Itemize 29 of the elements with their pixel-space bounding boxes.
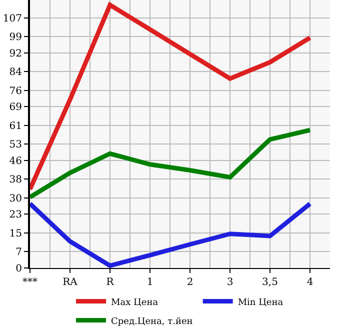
legend-label: Сред.Цена, т.йен <box>111 316 193 327</box>
x-tick-label: 3,5 <box>262 277 278 288</box>
x-tick-label: 1 <box>146 277 154 288</box>
line-series <box>30 128 312 200</box>
legend-label: Min Цена <box>238 298 284 308</box>
x-tick-label: 2 <box>186 277 194 288</box>
y-tick-label: 99 <box>9 32 22 43</box>
x-tick-label: RA <box>62 277 78 288</box>
line-series <box>30 201 312 268</box>
y-tick-label: 61 <box>9 120 22 132</box>
legend-label: Max Цена <box>111 298 159 308</box>
y-tick-label: 23 <box>9 210 22 221</box>
y-tick-label: 92 <box>9 48 22 60</box>
y-tick-label: 76 <box>9 86 22 97</box>
line-series <box>30 2 312 192</box>
y-tick-label: 84 <box>9 67 22 78</box>
y-tick-label: 30 <box>9 193 22 204</box>
y-tick-label: 69 <box>9 102 22 114</box>
x-tick-label: 4 <box>306 277 314 288</box>
y-tick-label: 7 <box>16 247 22 258</box>
y-tick-label: 46 <box>9 156 22 167</box>
y-tick-label: 38 <box>9 174 22 186</box>
x-tick-label: R <box>106 277 114 288</box>
x-tick-label: *** <box>22 277 38 288</box>
y-tick-label: 107 <box>2 13 22 24</box>
y-tick-label: 53 <box>9 140 22 151</box>
y-tick-label: 0 <box>16 264 22 274</box>
x-tick-label: 3 <box>226 277 234 288</box>
y-tick-label: 15 <box>9 228 22 240</box>
